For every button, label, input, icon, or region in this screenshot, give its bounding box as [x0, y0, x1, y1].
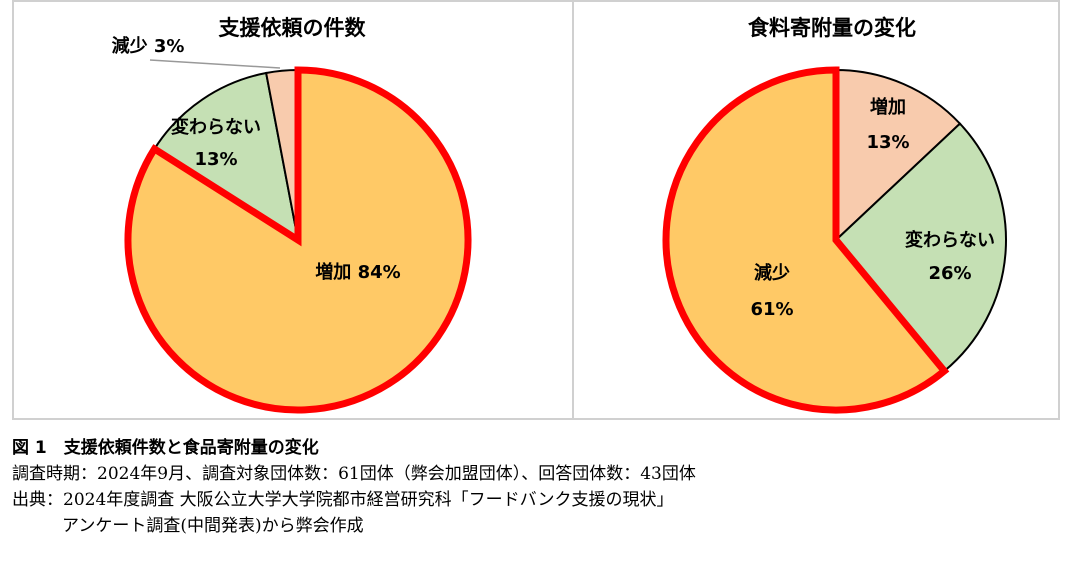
slice-label: 減少	[754, 262, 790, 284]
figure-caption-source: 出典：2024年度調査 大阪公立大学大学院都市経営研究科「フードバンク支援の現状…	[12, 490, 674, 510]
slice-value: 26%	[928, 263, 971, 284]
slice-label: 変わらない	[171, 116, 261, 138]
pie-slice	[153, 71, 300, 243]
slice-label: 増加 84%	[315, 261, 400, 283]
chart-frame	[12, 0, 1060, 420]
figure-caption-title: 図 1 支援依頼件数と食品寄附量の変化	[12, 438, 319, 458]
slice-label: 増加	[870, 96, 906, 118]
slice-value: 61%	[750, 299, 793, 320]
chart-title: 食料寄附量の変化	[748, 16, 916, 40]
highlight-outline	[124, 66, 472, 414]
chart-title: 支援依頼の件数	[219, 16, 367, 40]
leader-line	[149, 59, 281, 69]
slice-value: 13%	[194, 149, 237, 170]
figure-caption-survey: 調査時期：2024年9月、調査対象団体数：61団体（弊会加盟団体）、回答団体数：…	[12, 464, 696, 484]
highlight-outline	[662, 66, 950, 414]
slice-label: 減少 3%	[112, 35, 185, 57]
slice-label: 変わらない	[905, 229, 995, 251]
pie-slice	[835, 68, 962, 243]
pie-slice	[834, 122, 1007, 373]
figure-caption-source-cont: アンケート調査(中間発表)から弊会作成	[62, 516, 364, 536]
chart-divider	[572, 0, 574, 420]
slice-value: 13%	[866, 132, 909, 153]
